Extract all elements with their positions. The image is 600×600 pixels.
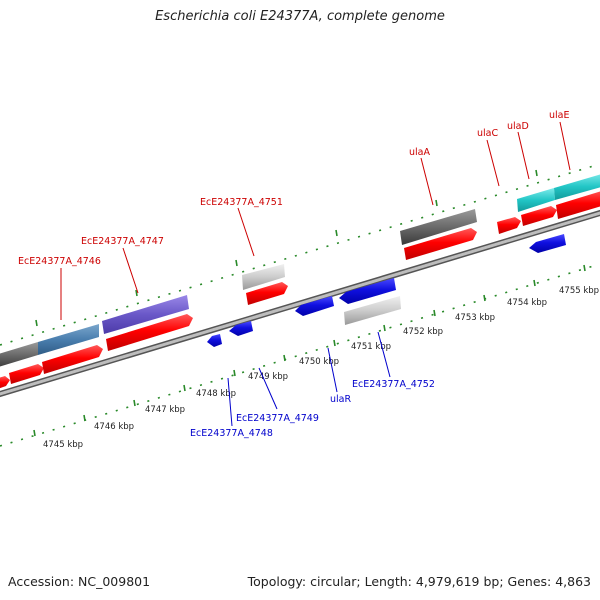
scale-label: 4746 kbp (94, 422, 134, 432)
gene-bar[interactable] (517, 188, 555, 212)
reverse-gene-bars (344, 296, 401, 325)
scale-label: 4748 kbp (196, 389, 236, 399)
cds-arrow[interactable] (521, 206, 557, 226)
cds-arrow[interactable] (497, 217, 521, 234)
cds-arrow[interactable] (9, 364, 44, 384)
backbone (0, 209, 600, 398)
cds-arrow[interactable] (42, 345, 103, 374)
scale-label: 4750 kbp (299, 357, 339, 367)
scale-label: 4747 kbp (145, 405, 185, 415)
gene-label[interactable]: ulaD (507, 121, 529, 132)
cds-arrow[interactable] (207, 334, 222, 347)
cds-arrow[interactable] (246, 282, 288, 305)
gene-bar[interactable] (554, 173, 600, 200)
gene-label[interactable]: ulaC (477, 128, 498, 139)
gene-bar[interactable] (102, 295, 189, 334)
cds-arrow[interactable] (0, 376, 10, 390)
forward-tick-track (0, 163, 600, 346)
scale-label: 4753 kbp (455, 313, 495, 323)
cds-arrow[interactable] (404, 228, 477, 260)
cds-arrow[interactable] (106, 314, 193, 351)
scale-label: 4751 kbp (351, 342, 391, 352)
gene-bar[interactable] (38, 324, 99, 355)
genome-summary-text: Topology: circular; Length: 4,979,619 bp… (247, 574, 591, 589)
scale-label: 4754 kbp (507, 298, 547, 308)
gene-label[interactable]: ulaE (549, 110, 569, 121)
forward-gene-bars (0, 173, 600, 368)
scale-label: 4749 kbp (248, 372, 288, 382)
cds-arrow[interactable] (229, 321, 253, 336)
gene-label[interactable]: EcE24377A_4746 (18, 256, 101, 267)
accession-text: Accession: NC_009801 (8, 574, 151, 589)
forward-leaders (60, 121, 571, 320)
reverse-gene-labels: EcE24377A_4748 EcE24377A_4749 ulaR EcE24… (190, 379, 435, 439)
scale-labels: 4745 kbp 4746 kbp 4747 kbp 4748 kbp 4749… (43, 286, 599, 450)
gene-label[interactable]: EcE24377A_4749 (236, 413, 319, 424)
gene-label[interactable]: EcE24377A_4752 (352, 379, 435, 390)
scale-label: 4745 kbp (43, 440, 83, 450)
cds-arrow[interactable] (556, 190, 600, 219)
cds-arrow[interactable] (295, 296, 334, 316)
gene-label[interactable]: EcE24377A_4751 (200, 197, 283, 208)
forward-cds-arrows (0, 190, 600, 390)
gene-bar[interactable] (0, 342, 38, 368)
reverse-tick-track (0, 263, 600, 447)
scale-label: 4752 kbp (403, 327, 443, 337)
forward-gene-labels: EcE24377A_4746 EcE24377A_4747 EcE24377A_… (18, 110, 569, 267)
reverse-leaders (227, 331, 391, 427)
gene-label[interactable]: EcE24377A_4748 (190, 428, 273, 439)
gene-label[interactable]: ulaA (409, 147, 430, 158)
gene-label[interactable]: ulaR (330, 394, 351, 405)
gene-bar[interactable] (344, 296, 401, 325)
scale-label: 4755 kbp (559, 286, 599, 296)
cds-arrow[interactable] (339, 278, 396, 304)
gene-bar[interactable] (400, 209, 477, 245)
gene-bar[interactable] (242, 264, 285, 290)
gene-label[interactable]: EcE24377A_4747 (81, 236, 164, 247)
reverse-cds-arrows (207, 234, 566, 347)
cds-arrow[interactable] (529, 234, 566, 253)
map-title: Escherichia coli E24377A, complete genom… (155, 9, 445, 24)
